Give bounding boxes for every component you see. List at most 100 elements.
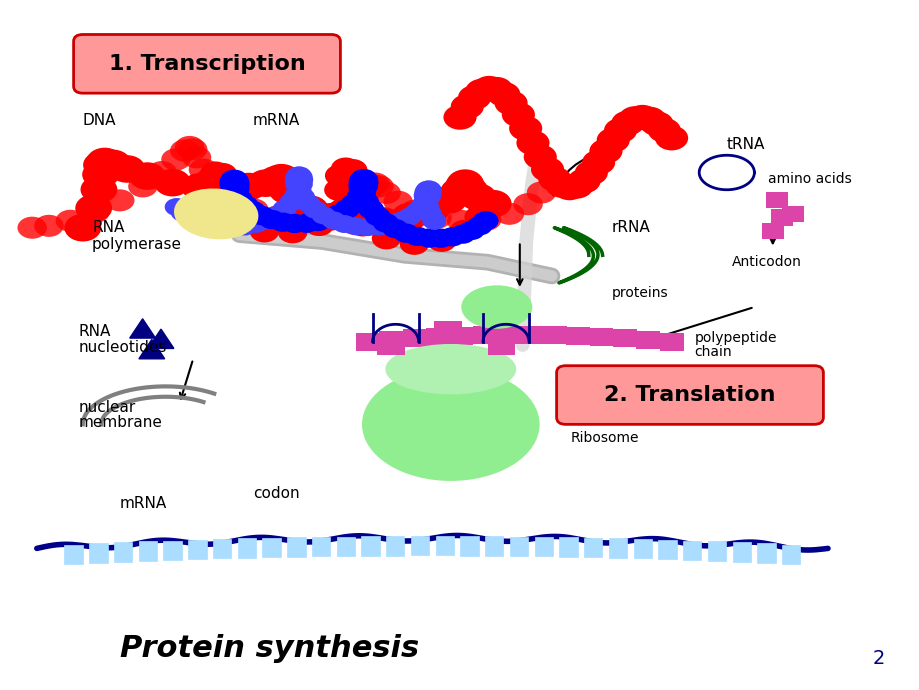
Circle shape xyxy=(230,172,267,200)
Circle shape xyxy=(337,184,367,206)
Bar xyxy=(336,537,355,556)
Circle shape xyxy=(129,162,165,190)
Circle shape xyxy=(460,184,496,211)
Bar xyxy=(707,542,725,561)
Polygon shape xyxy=(148,329,174,348)
Circle shape xyxy=(221,170,247,189)
Circle shape xyxy=(625,105,658,130)
Circle shape xyxy=(417,181,441,199)
Circle shape xyxy=(128,175,157,197)
Circle shape xyxy=(331,197,360,219)
Circle shape xyxy=(221,170,246,189)
Bar xyxy=(460,536,478,555)
Circle shape xyxy=(640,111,673,136)
Circle shape xyxy=(447,210,476,232)
Bar xyxy=(565,327,589,345)
Circle shape xyxy=(200,173,230,195)
Circle shape xyxy=(404,227,430,246)
Circle shape xyxy=(187,213,211,231)
Circle shape xyxy=(95,150,131,177)
Text: rRNA: rRNA xyxy=(611,220,650,235)
Bar xyxy=(658,540,676,559)
Circle shape xyxy=(64,214,101,242)
Circle shape xyxy=(508,116,541,141)
Bar xyxy=(425,328,449,346)
Circle shape xyxy=(341,168,370,190)
Bar xyxy=(495,326,519,344)
Circle shape xyxy=(272,200,296,218)
Circle shape xyxy=(472,211,498,230)
Circle shape xyxy=(233,217,256,235)
Bar xyxy=(379,331,403,349)
Circle shape xyxy=(494,90,528,115)
Text: DNA: DNA xyxy=(83,113,116,128)
Text: polypeptide: polypeptide xyxy=(694,331,777,345)
Bar xyxy=(434,321,461,342)
Circle shape xyxy=(450,94,483,119)
Circle shape xyxy=(422,206,451,228)
Bar xyxy=(139,542,157,561)
Circle shape xyxy=(188,159,218,181)
Circle shape xyxy=(414,192,437,210)
Bar xyxy=(472,326,496,344)
Circle shape xyxy=(368,217,391,235)
Bar xyxy=(312,537,330,556)
Circle shape xyxy=(447,169,483,197)
Circle shape xyxy=(471,208,501,230)
Circle shape xyxy=(17,217,47,239)
Circle shape xyxy=(610,110,643,135)
Circle shape xyxy=(480,77,513,101)
Text: mRNA: mRNA xyxy=(253,113,300,128)
Bar xyxy=(262,538,280,557)
Text: RNA: RNA xyxy=(78,324,110,339)
Circle shape xyxy=(80,201,109,224)
Circle shape xyxy=(198,216,221,234)
Ellipse shape xyxy=(386,345,515,393)
Circle shape xyxy=(222,184,248,204)
Circle shape xyxy=(171,204,195,221)
Circle shape xyxy=(371,227,401,249)
Circle shape xyxy=(538,167,571,192)
Circle shape xyxy=(430,186,467,214)
Circle shape xyxy=(449,224,475,244)
Circle shape xyxy=(351,169,377,188)
Circle shape xyxy=(181,173,218,201)
Text: nuclear: nuclear xyxy=(78,400,135,415)
Circle shape xyxy=(389,212,413,230)
Circle shape xyxy=(312,206,335,224)
Circle shape xyxy=(285,176,309,194)
Circle shape xyxy=(286,166,310,184)
Circle shape xyxy=(352,170,378,190)
Circle shape xyxy=(224,212,254,234)
Bar xyxy=(534,537,552,556)
Circle shape xyxy=(312,204,341,226)
Circle shape xyxy=(357,199,383,219)
Text: 2. Translation: 2. Translation xyxy=(604,385,775,405)
Circle shape xyxy=(264,165,301,193)
Circle shape xyxy=(344,188,373,210)
Circle shape xyxy=(217,187,246,209)
Circle shape xyxy=(392,224,418,243)
Circle shape xyxy=(303,201,327,219)
Circle shape xyxy=(330,197,359,219)
Circle shape xyxy=(289,207,318,229)
Circle shape xyxy=(596,128,630,152)
Circle shape xyxy=(530,157,563,181)
Bar xyxy=(449,327,473,345)
Circle shape xyxy=(337,207,374,235)
Circle shape xyxy=(470,192,499,214)
Circle shape xyxy=(287,181,311,199)
Circle shape xyxy=(223,171,249,190)
Polygon shape xyxy=(130,319,155,338)
Circle shape xyxy=(177,138,207,160)
Circle shape xyxy=(416,188,440,206)
Bar xyxy=(164,540,182,560)
Circle shape xyxy=(416,228,442,248)
Bar xyxy=(781,206,803,222)
Text: proteins: proteins xyxy=(611,286,668,300)
Ellipse shape xyxy=(175,190,257,238)
Circle shape xyxy=(353,193,379,212)
Circle shape xyxy=(289,175,312,193)
Circle shape xyxy=(350,186,376,205)
Text: chain: chain xyxy=(694,345,732,359)
